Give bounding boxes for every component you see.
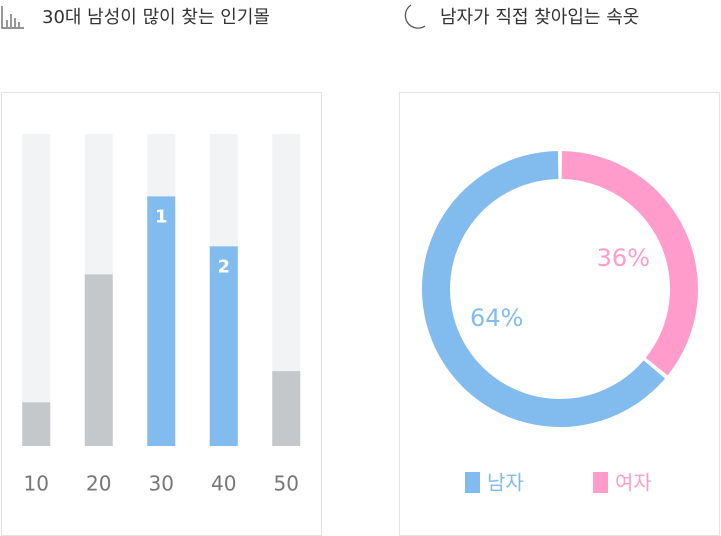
- legend-label: 여자: [615, 471, 652, 495]
- bar: [272, 371, 301, 446]
- x-tick-label: 50: [274, 472, 299, 496]
- value-label: 64%: [470, 304, 523, 332]
- chart-title: 30대 남성이 많이 찾는 인기몰: [42, 7, 270, 28]
- bar: [22, 402, 51, 446]
- bar: [147, 196, 176, 446]
- bar-track: [22, 134, 51, 446]
- chart-title: 남자가 직접 찾아입는 속옷: [440, 7, 639, 28]
- x-tick-label: 10: [24, 472, 49, 496]
- legend-swatch: [593, 472, 608, 493]
- x-tick-label: 30: [149, 472, 174, 496]
- moon-icon: [404, 4, 426, 29]
- value-label: 36%: [597, 244, 650, 272]
- legend-label: 남자: [487, 471, 524, 495]
- rank-label: 1: [155, 206, 168, 227]
- x-tick-label: 20: [86, 472, 111, 496]
- legend-swatch: [465, 472, 480, 493]
- donut-segment: [422, 151, 665, 428]
- bar-icon: [1, 6, 24, 29]
- bar: [209, 246, 238, 446]
- donut-segment: [561, 151, 698, 376]
- rank-label: 2: [217, 256, 230, 277]
- bar: [84, 274, 113, 446]
- x-tick-label: 40: [211, 472, 236, 496]
